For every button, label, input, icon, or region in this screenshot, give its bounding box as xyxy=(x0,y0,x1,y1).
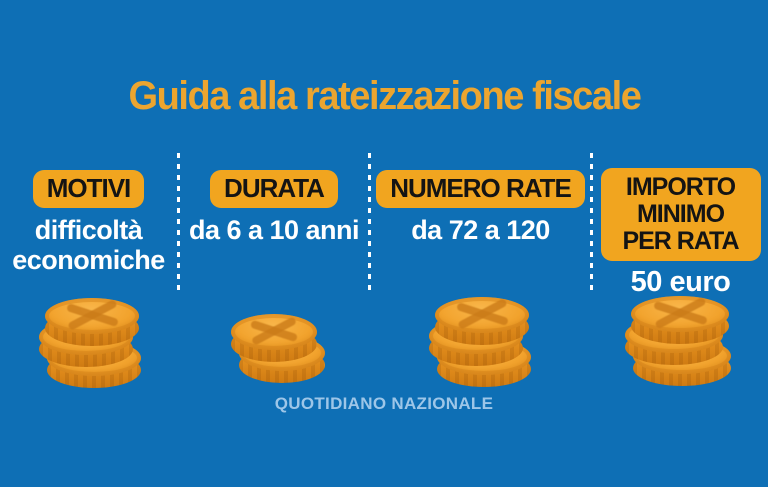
coin xyxy=(435,297,529,345)
badge-importo-minimo: IMPORTO MINIMO PER RATA xyxy=(600,168,761,261)
coin-emblem-icon xyxy=(249,316,299,346)
value-importo-minimo: 50 euro xyxy=(630,266,731,298)
badge-durata: DURATA xyxy=(210,170,338,208)
coin-emblem-icon xyxy=(652,296,708,330)
value-motivi: difficoltà economiche xyxy=(12,214,165,276)
page-title-text: Guida alla rateizzazione fiscale xyxy=(128,74,641,118)
footer-brand: QUOTIDIANO NAZIONALE xyxy=(274,394,494,413)
coin-stack xyxy=(231,291,325,383)
value-durata: da 6 a 10 anni xyxy=(188,214,360,245)
badge-numero-rate: NUMERO RATE xyxy=(376,170,585,208)
column-numero-rate: NUMERO RATE da 72 a 120 xyxy=(371,153,590,299)
coin xyxy=(231,314,317,362)
dotted-divider xyxy=(177,153,180,293)
page-title: Guida alla rateizzazione fiscale xyxy=(0,74,768,119)
coin-emblem-icon xyxy=(455,298,509,330)
coin-stack xyxy=(39,296,141,388)
coin-emblem-icon xyxy=(65,299,119,331)
dotted-divider xyxy=(368,153,371,293)
coin xyxy=(45,298,139,346)
coin-stack xyxy=(429,295,531,387)
column-importo-minimo: IMPORTO MINIMO PER RATA 50 euro xyxy=(593,153,768,299)
value-numero-rate: da 72 a 120 xyxy=(411,214,550,245)
column-motivi: MOTIVI difficoltà economiche xyxy=(0,153,177,299)
column-durata: DURATA da 6 a 10 anni xyxy=(180,153,368,299)
dotted-divider xyxy=(590,153,593,293)
coin-stack xyxy=(625,294,731,386)
coin xyxy=(631,296,729,344)
badge-motivi: MOTIVI xyxy=(32,170,145,208)
